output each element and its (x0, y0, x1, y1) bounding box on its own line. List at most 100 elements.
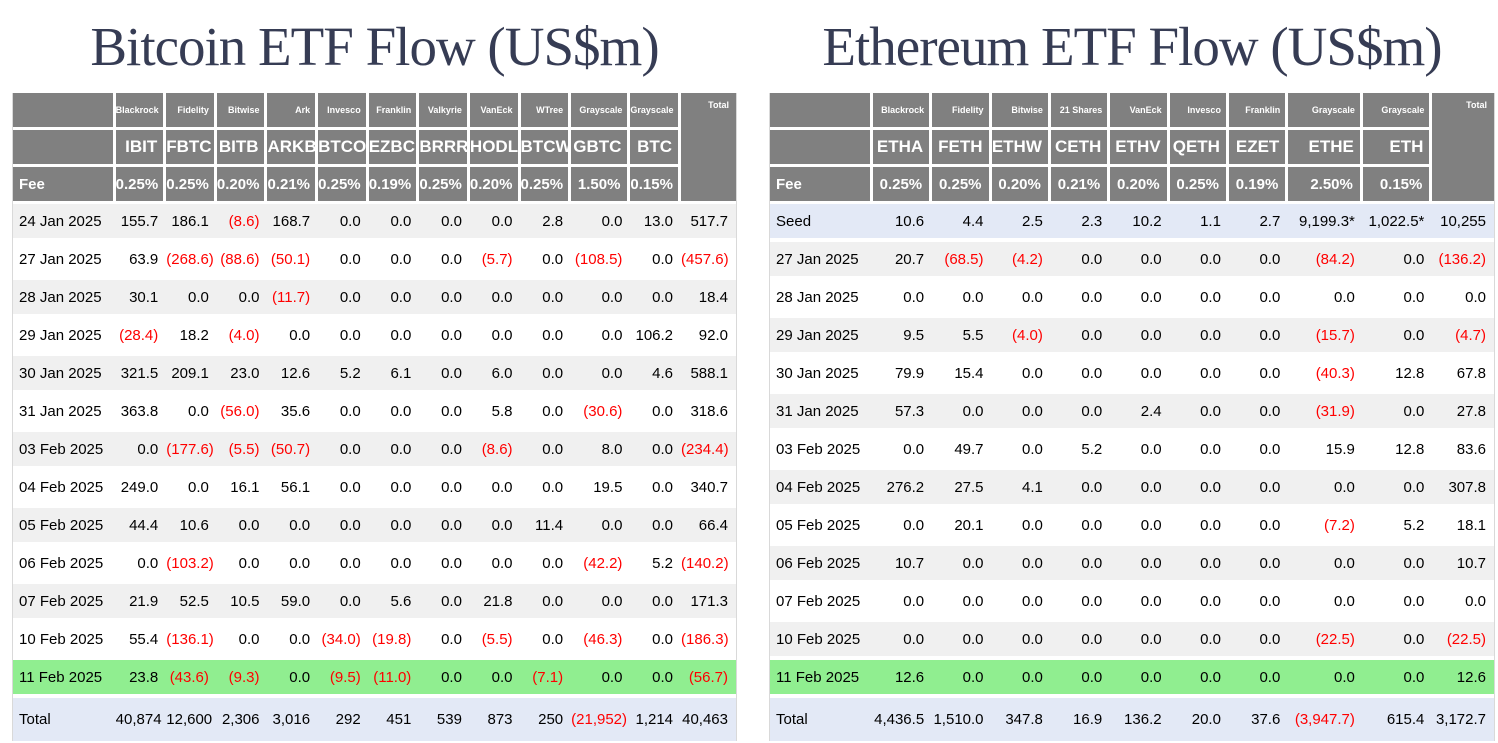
date-cell: 10 Feb 2025 (770, 622, 873, 660)
value-cell: 4.6 (630, 356, 682, 394)
value-cell: 0.0 (1362, 546, 1433, 584)
total-value-cell: 451 (368, 698, 420, 741)
value-cell: 35.6 (267, 394, 319, 432)
value-cell: 0.0 (419, 394, 470, 432)
fee-cell: 0.20% (469, 167, 521, 204)
value-cell: 0.0 (571, 318, 631, 356)
issuer-cell: Invesco (1169, 93, 1229, 130)
value-cell: 0.0 (318, 432, 369, 470)
value-cell: 0.0 (520, 280, 572, 318)
value-cell: (234.4) (681, 432, 736, 470)
ticker-cell: EZET (1228, 130, 1289, 167)
table-header: Blackrock Fidelity Bitwise 21 Shares VanEck I… (770, 93, 1494, 204)
value-cell: 0.0 (1169, 356, 1229, 394)
value-cell: 0.0 (1050, 546, 1111, 584)
value-cell: 2.3 (1050, 204, 1111, 242)
total-value-cell: (21,952) (571, 698, 631, 741)
value-cell: 0.0 (571, 204, 631, 242)
fee-cell: 1.50% (571, 167, 631, 204)
date-cell: 04 Feb 2025 (13, 470, 116, 508)
fee-cell: 0.15% (1362, 167, 1433, 204)
value-cell: (22.5) (1288, 622, 1363, 660)
value-cell: 0.0 (1110, 242, 1170, 280)
value-cell: 0.0 (1050, 508, 1111, 546)
value-cell: 59.0 (267, 584, 319, 622)
value-cell: 0.0 (1050, 318, 1111, 356)
table-row: 31 Jan 2025 363.8 0.0 (56.0) 35.6 0.0 0.0 0.0 5.… (13, 394, 736, 432)
value-cell: 0.0 (1169, 660, 1229, 698)
corner-cell (770, 93, 873, 130)
value-cell: 0.0 (419, 204, 470, 242)
bitcoin-title: Bitcoin ETF Flow (US$m) (90, 16, 659, 77)
date-cell: 27 Jan 2025 (770, 242, 873, 280)
value-cell: 0.0 (267, 622, 319, 660)
value-cell: 0.0 (1288, 584, 1363, 622)
date-cell: 03 Feb 2025 (770, 432, 873, 470)
value-cell: 0.0 (571, 584, 631, 622)
table-row: 11 Feb 2025 23.8 (43.6) (9.3) 0.0 (9.5) (11.0)… (13, 660, 736, 698)
value-cell: (30.6) (571, 394, 631, 432)
ticker-cell: GBTC (571, 130, 631, 167)
issuer-cell: Ark (267, 93, 319, 130)
ethereum-flow-panel: Ethereum ETF Flow (US$m) Blackrock Fideli… (769, 0, 1495, 741)
date-cell: 29 Jan 2025 (770, 318, 873, 356)
total-row: Total 4,436.5 1,510.0 347.8 16.9 136.2 20.0 37.… (770, 698, 1494, 741)
value-cell: 6.0 (469, 356, 521, 394)
value-cell: (34.0) (318, 622, 369, 660)
value-cell: 0.0 (216, 280, 268, 318)
value-cell: 0.0 (991, 356, 1051, 394)
date-cell: 07 Feb 2025 (13, 584, 116, 622)
value-cell: 11.4 (520, 508, 572, 546)
value-cell: 0.0 (1110, 584, 1170, 622)
value-cell: 0.0 (1228, 470, 1289, 508)
table-row: 30 Jan 2025 321.5 209.1 23.0 12.6 5.2 6.1 0.0 6.… (13, 356, 736, 394)
value-cell: 0.0 (520, 584, 572, 622)
ticker-cell: ETH (1362, 130, 1433, 167)
value-cell: 0.0 (318, 508, 369, 546)
date-cell: 24 Jan 2025 (13, 204, 116, 242)
value-cell: 4.1 (991, 470, 1051, 508)
value-cell: (50.1) (267, 242, 319, 280)
value-cell: 0.0 (469, 280, 521, 318)
date-cell: 30 Jan 2025 (13, 356, 116, 394)
value-cell: 0.0 (1110, 470, 1170, 508)
value-cell: 0.0 (216, 546, 268, 584)
total-value-cell: 615.4 (1362, 698, 1433, 741)
value-cell: 0.0 (991, 660, 1051, 698)
value-cell: 6.1 (368, 356, 420, 394)
value-cell: 0.0 (368, 546, 420, 584)
value-cell: 0.0 (991, 584, 1051, 622)
date-cell: 06 Feb 2025 (770, 546, 873, 584)
value-cell: 10.2 (1110, 204, 1170, 242)
value-cell: 0.0 (1169, 242, 1229, 280)
value-cell: (56.7) (681, 660, 736, 698)
value-cell: (46.3) (571, 622, 631, 660)
corner-cell (770, 130, 873, 167)
total-label-cell: Total (770, 698, 873, 741)
issuer-cell: Franklin (368, 93, 420, 130)
value-cell: 18.4 (681, 280, 736, 318)
value-cell: 12.6 (267, 356, 319, 394)
total-value-cell: 20.0 (1169, 698, 1229, 741)
table-row: 28 Jan 2025 30.1 0.0 0.0 (11.7) 0.0 0.0 0.0 0.0 0… (13, 280, 736, 318)
value-cell: 0.0 (991, 546, 1051, 584)
table-row: Seed 10.6 4.4 2.5 2.3 10.2 1.1 2.7 9,199.3* 1,022… (770, 204, 1494, 242)
value-cell: 15.9 (1288, 432, 1363, 470)
fee-header-row: Fee 0.25% 0.25% 0.20% 0.21% 0.20% 0.25% 0.19% 2.… (770, 167, 1494, 204)
value-cell: 0.0 (267, 318, 319, 356)
value-cell: 0.0 (1110, 432, 1170, 470)
value-cell: 0.0 (419, 584, 470, 622)
value-cell: 0.0 (1432, 584, 1494, 622)
value-cell: 0.0 (115, 432, 167, 470)
value-cell: 0.0 (630, 394, 682, 432)
value-cell: 2.8 (520, 204, 572, 242)
value-cell: 0.0 (1228, 508, 1289, 546)
ticker-cell: FBTC (166, 130, 217, 167)
date-cell: 28 Jan 2025 (13, 280, 116, 318)
value-cell: 0.0 (1110, 356, 1170, 394)
ticker-cell: BITB (216, 130, 268, 167)
issuer-cell: VanEck (469, 93, 521, 130)
ticker-cell: ETHV (1110, 130, 1170, 167)
value-cell: (9.5) (318, 660, 369, 698)
value-cell: 0.0 (1050, 242, 1111, 280)
